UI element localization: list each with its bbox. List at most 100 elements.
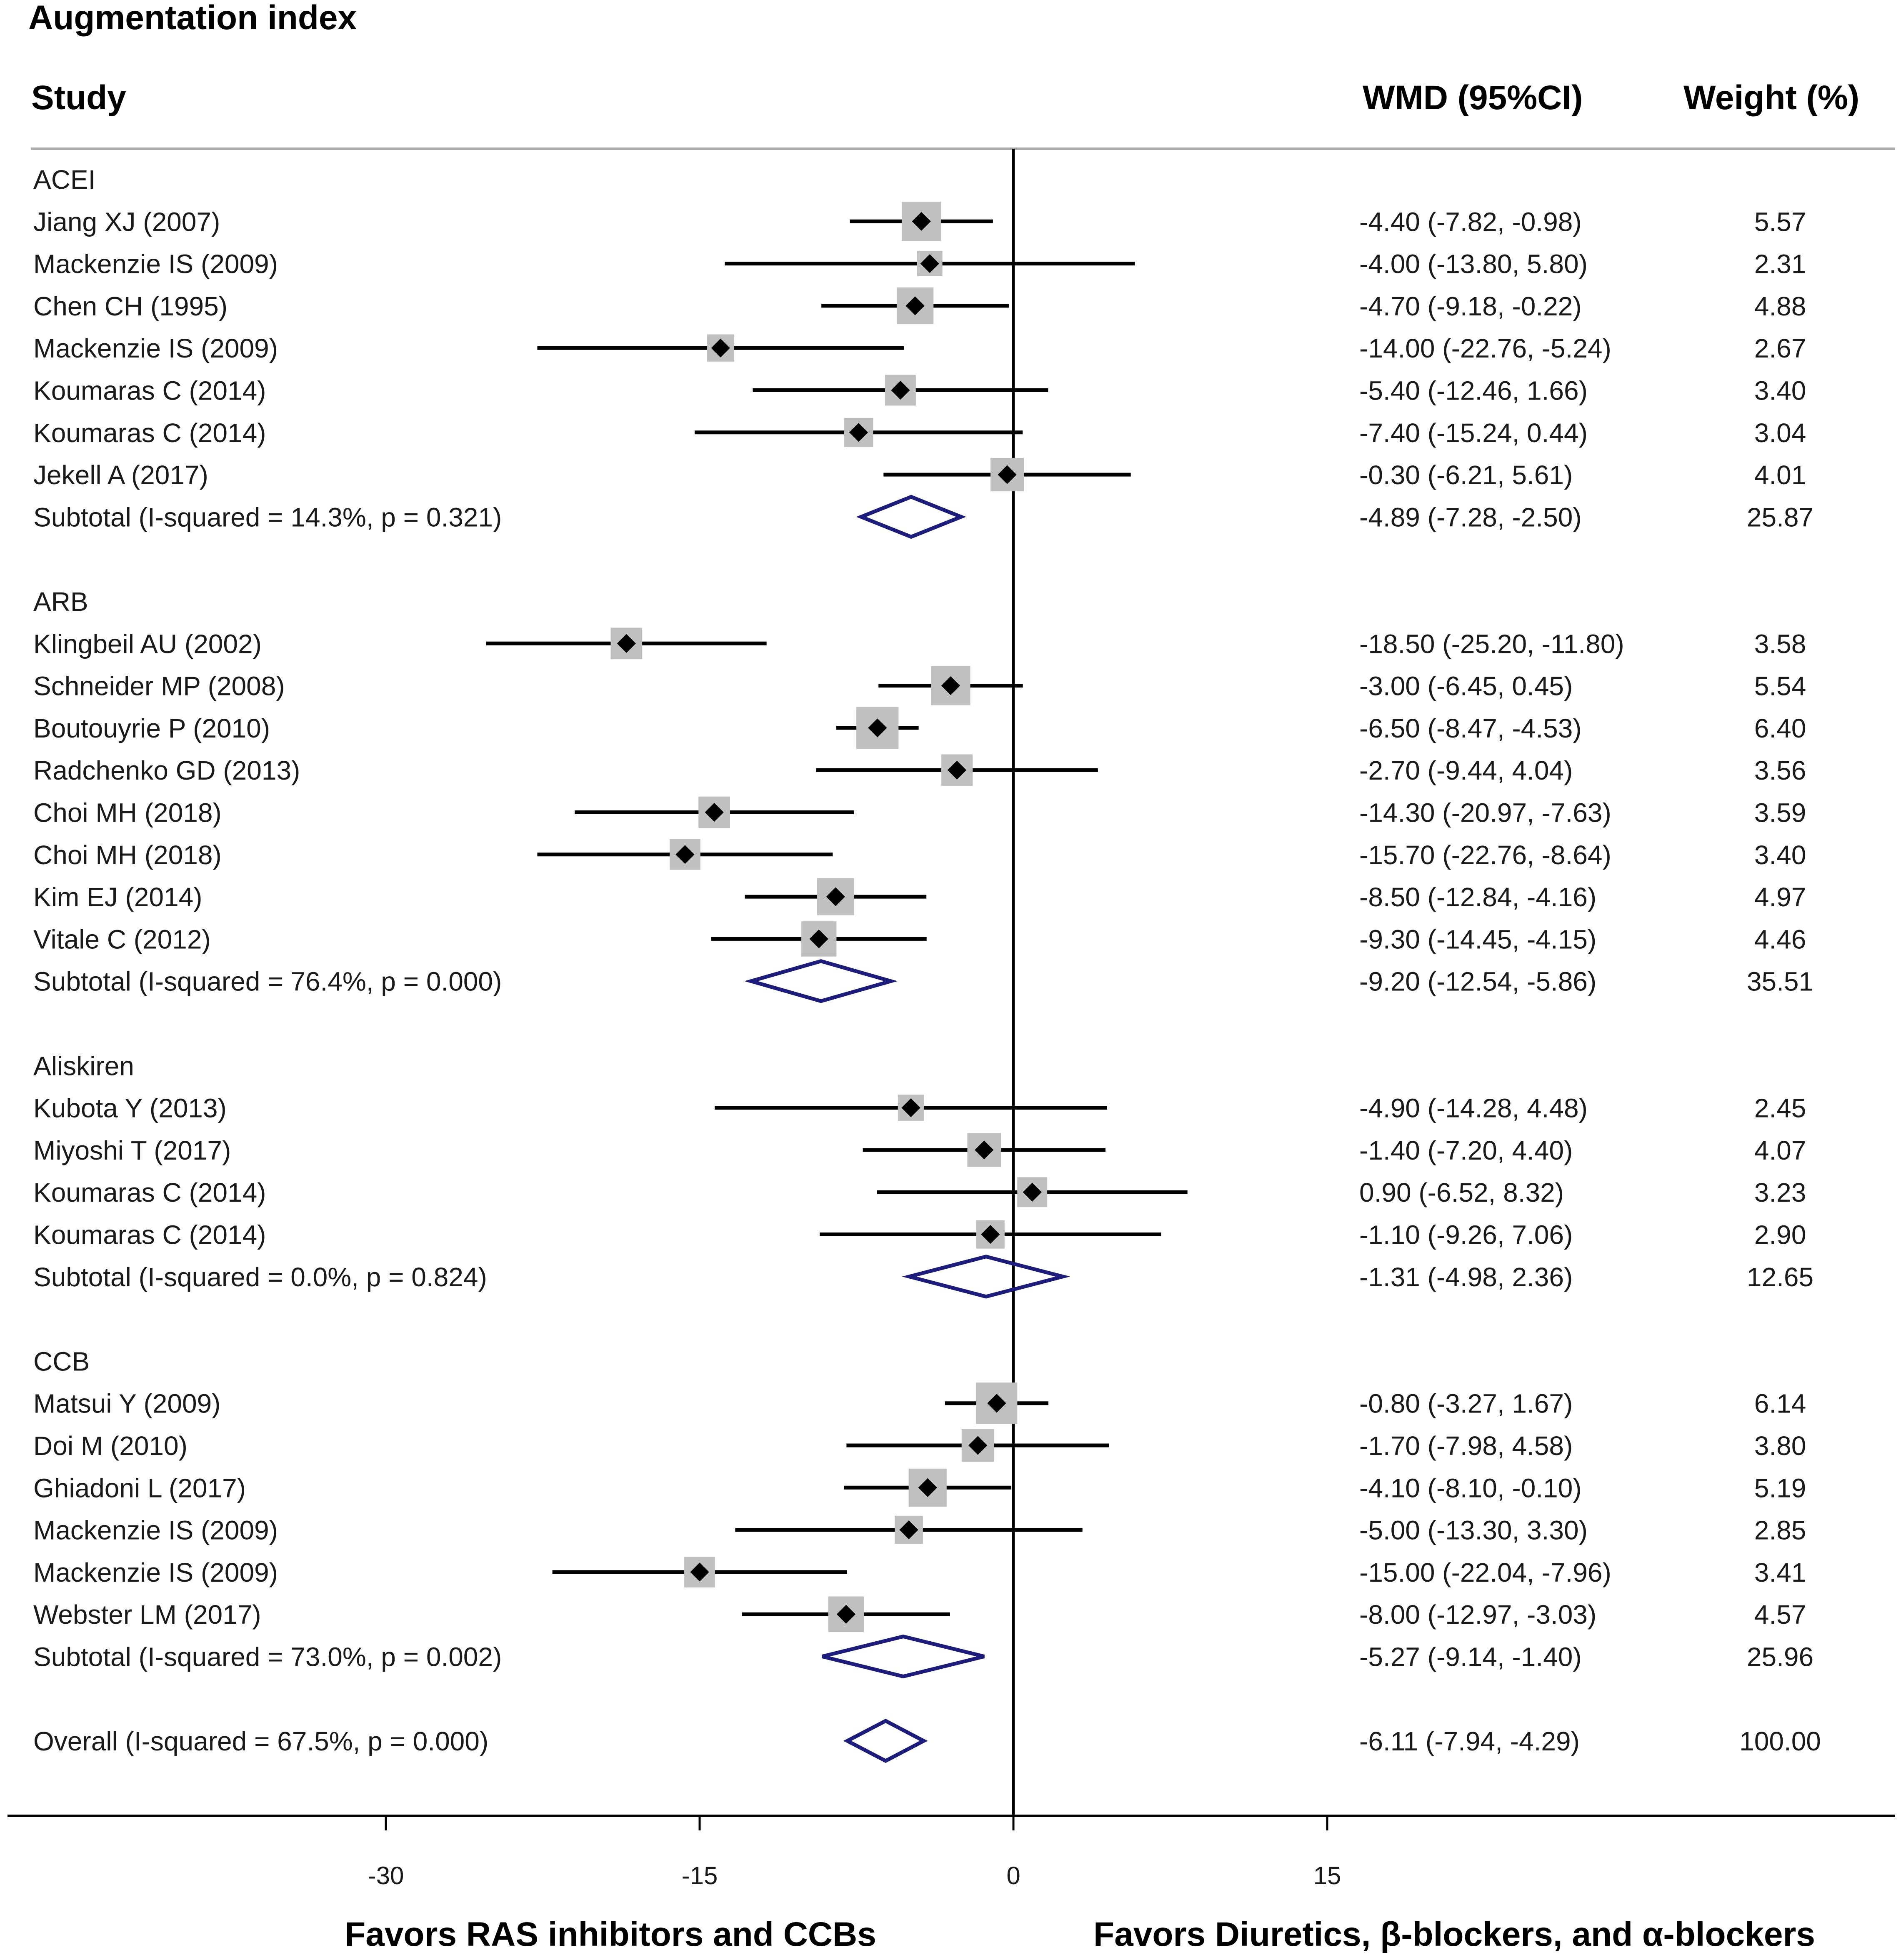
study-label: Chen CH (1995): [33, 291, 228, 321]
study-row: Mackenzie IS (2009) -4.00 (-13.80, 5.80) 2…: [33, 249, 1806, 279]
weight-value: 3.59: [1754, 798, 1806, 828]
group-heading: Aliskiren: [33, 1051, 134, 1081]
effect-ci-value: -4.70 (-9.18, -0.22): [1359, 291, 1582, 321]
subtotal-row: Subtotal (I-squared = 14.3%, p = 0.321) -…: [33, 495, 1813, 539]
overall-label: Overall (I-squared = 67.5%, p = 0.000): [33, 1726, 488, 1756]
study-label: Koumaras C (2014): [33, 1178, 266, 1208]
point-estimate: [905, 296, 925, 315]
subtotal-row: Subtotal (I-squared = 0.0%, p = 0.824) -1…: [33, 1255, 1813, 1299]
plot-rows: ACEI Jiang XJ (2007) -4.40 (-7.82, -0.98) 5…: [33, 149, 1821, 1816]
point-estimate: [920, 254, 939, 273]
study-row: Jekell A (2017) -0.30 (-6.21, 5.61) 4.01: [33, 458, 1806, 492]
subtotal-label: Subtotal (I-squared = 0.0%, p = 0.824): [33, 1262, 487, 1292]
study-label: Jiang XJ (2007): [33, 207, 220, 237]
effect-ci-value: -5.40 (-12.46, 1.66): [1359, 376, 1588, 406]
group-heading: ARB: [33, 587, 88, 617]
study-label: Kim EJ (2014): [33, 882, 202, 912]
subtotal-row: Subtotal (I-squared = 73.0%, p = 0.002) -…: [33, 1634, 1813, 1679]
study-label: Koumaras C (2014): [33, 418, 266, 448]
effect-ci-value: -5.00 (-13.30, 3.30): [1359, 1515, 1588, 1545]
overall-row: Overall (I-squared = 67.5%, p = 0.000) -6…: [33, 1719, 1821, 1763]
effect-ci-value: 0.90 (-6.52, 8.32): [1359, 1178, 1564, 1208]
study-label: Mackenzie IS (2009): [33, 1558, 278, 1588]
overall-weight-value: 100.00: [1739, 1726, 1821, 1756]
chart-title: Augmentation index: [28, 0, 357, 37]
study-row: Ghiadoni L (2017) -4.10 (-8.10, -0.10) 5.1…: [33, 1468, 1806, 1507]
study-row: Mackenzie IS (2009) -14.00 (-22.76, -5.24…: [33, 333, 1806, 363]
study-label: Mackenzie IS (2009): [33, 1515, 278, 1545]
group-heading: CCB: [33, 1346, 90, 1376]
point-estimate: [947, 760, 967, 780]
point-estimate: [912, 212, 931, 231]
effect-ci-value: -7.40 (-15.24, 0.44): [1359, 418, 1588, 448]
effect-ci-value: -9.30 (-14.45, -4.15): [1359, 924, 1596, 954]
study-row: Chen CH (1995) -4.70 (-9.18, -0.22) 4.88: [33, 287, 1806, 325]
weight-column-header: Weight (%): [1683, 79, 1859, 117]
effect-ci-value: -14.30 (-20.97, -7.63): [1359, 798, 1611, 828]
effect-ci-value: -3.00 (-6.45, 0.45): [1359, 671, 1573, 701]
study-row: Radchenko GD (2013) -2.70 (-9.44, 4.04) 3.…: [33, 754, 1806, 786]
subtotal-diamond: [902, 1255, 1071, 1299]
study-label: Webster LM (2017): [33, 1600, 261, 1630]
effect-ci-value: -4.10 (-8.10, -0.10): [1359, 1473, 1582, 1503]
weight-value: 3.04: [1754, 418, 1806, 448]
point-estimate: [617, 634, 636, 653]
study-label: Boutouyrie P (2010): [33, 713, 270, 743]
study-label: Klingbeil AU (2002): [33, 629, 262, 659]
study-row: Kubota Y (2013) -4.90 (-14.28, 4.48) 2.45: [33, 1093, 1806, 1123]
effect-ci-value: -15.70 (-22.76, -8.64): [1359, 840, 1611, 870]
point-estimate: [1023, 1182, 1042, 1202]
point-estimate: [981, 1225, 1000, 1244]
weight-value: 3.80: [1754, 1431, 1806, 1461]
study-row: Vitale C (2012) -9.30 (-14.45, -4.15) 4.46: [33, 921, 1806, 957]
effect-ci-value: -4.00 (-13.80, 5.80): [1359, 249, 1588, 279]
x-axis-tick-label: 15: [1313, 1862, 1341, 1890]
effect-ci-value: -2.70 (-9.44, 4.04): [1359, 755, 1573, 785]
weight-value: 3.40: [1754, 840, 1806, 870]
study-column-header: Study: [31, 79, 126, 117]
study-row: Schneider MP (2008) -3.00 (-6.45, 0.45) 5.…: [33, 666, 1806, 705]
overall-diamond: [843, 1719, 928, 1763]
point-estimate: [968, 1436, 988, 1455]
effect-ci-value: -1.70 (-7.98, 4.58): [1359, 1431, 1573, 1461]
point-estimate: [998, 465, 1017, 484]
study-label: Radchenko GD (2013): [33, 755, 300, 785]
subtotal-label: Subtotal (I-squared = 73.0%, p = 0.002): [33, 1642, 502, 1672]
point-estimate: [690, 1562, 709, 1582]
study-row: Doi M (2010) -1.70 (-7.98, 4.58) 3.80: [33, 1429, 1806, 1462]
point-estimate: [975, 1140, 994, 1160]
subtotal-ci-value: -9.20 (-12.54, -5.86): [1359, 967, 1596, 997]
study-row: Klingbeil AU (2002) -18.50 (-25.20, -11.8…: [33, 628, 1806, 660]
subtotal-label: Subtotal (I-squared = 14.3%, p = 0.321): [33, 502, 502, 532]
x-axis-tick-label: -30: [368, 1862, 404, 1890]
study-label: Doi M (2010): [33, 1431, 188, 1461]
point-estimate: [901, 1098, 920, 1118]
subtotal-weight-value: 25.87: [1747, 502, 1813, 532]
weight-value: 5.19: [1754, 1473, 1806, 1503]
subtotal-weight-value: 25.96: [1747, 1642, 1813, 1672]
study-row: Choi MH (2018) -15.70 (-22.76, -8.64) 3.40: [33, 839, 1806, 870]
weight-value: 3.56: [1754, 755, 1806, 785]
subtotal-diamond: [856, 495, 966, 539]
effect-column-header: WMD (95%CI): [1363, 79, 1583, 117]
study-row: Koumaras C (2014) -1.10 (-9.26, 7.06) 2.90: [33, 1220, 1806, 1250]
weight-value: 5.57: [1754, 207, 1806, 237]
weight-value: 4.97: [1754, 882, 1806, 912]
study-label: Koumaras C (2014): [33, 376, 266, 406]
study-label: Matsui Y (2009): [33, 1389, 220, 1419]
point-estimate: [711, 338, 730, 358]
effect-ci-value: -1.10 (-9.26, 7.06): [1359, 1220, 1573, 1250]
effect-ci-value: -0.80 (-3.27, 1.67): [1359, 1389, 1573, 1419]
weight-value: 6.14: [1754, 1389, 1806, 1419]
weight-value: 4.07: [1754, 1135, 1806, 1165]
subtotal-row: Subtotal (I-squared = 76.4%, p = 0.000) -…: [33, 959, 1813, 1003]
study-row: Boutouyrie P (2010) -6.50 (-8.47, -4.53) 6…: [33, 707, 1806, 749]
group-heading: ACEI: [33, 165, 95, 195]
point-estimate: [941, 676, 961, 695]
weight-value: 4.88: [1754, 291, 1806, 321]
favors-left-label: Favors RAS inhibitors and CCBs: [345, 1915, 876, 1953]
study-row: Koumaras C (2014) 0.90 (-6.52, 8.32) 3.23: [33, 1177, 1806, 1208]
x-axis: -30 -15 0 15: [8, 1815, 1895, 1890]
subtotal-diamond: [822, 1634, 985, 1679]
study-label: Schneider MP (2008): [33, 671, 285, 701]
